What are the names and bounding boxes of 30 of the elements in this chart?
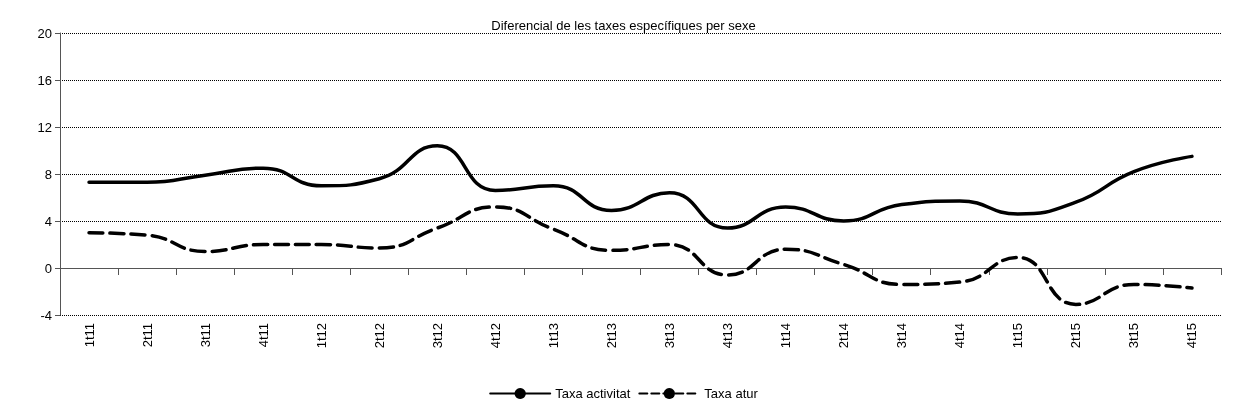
y-tick-label: -4 — [40, 307, 52, 323]
y-tick-label: 0 — [44, 260, 52, 276]
y-tick-label: 12 — [37, 119, 52, 135]
x-tick-label: 3t13 — [662, 323, 678, 349]
x-tick-label: 1t12 — [313, 323, 329, 349]
legend-label: Taxa activitat — [555, 386, 631, 401]
x-tick-label: 1t15 — [1010, 323, 1026, 349]
y-tick-label: 4 — [44, 213, 52, 229]
x-tick-label: 2t12 — [371, 323, 387, 349]
chart-title: Diferencial de les taxes específiques per sexe — [491, 18, 756, 33]
y-tick-label: 20 — [37, 25, 52, 41]
x-tick-label: 3t15 — [1126, 323, 1142, 349]
x-tick-label: 4t14 — [952, 323, 968, 349]
x-tick-label: 1t13 — [545, 323, 561, 349]
x-tick-label: 4t15 — [1184, 323, 1200, 349]
x-tick-label: 3t12 — [429, 323, 445, 349]
x-tick-label: 3t14 — [894, 323, 910, 349]
x-tick-label: 2t15 — [1068, 323, 1084, 349]
y-tick-label: 8 — [44, 166, 52, 182]
y-tick-label: 16 — [37, 72, 52, 88]
x-tick-label: 3t11 — [197, 323, 213, 348]
x-tick-label: 4t13 — [720, 323, 736, 349]
x-tick-label: 1t14 — [778, 323, 794, 349]
x-tick-label: 2t11 — [139, 323, 155, 348]
x-tick-label: 1t11 — [81, 323, 97, 348]
x-tick-label: 2t14 — [836, 323, 852, 349]
x-tick-label: 2t13 — [603, 323, 619, 349]
x-tick-label: 4t12 — [487, 323, 503, 349]
legend-label: Taxa atur — [704, 386, 759, 401]
x-tick-label: 4t11 — [255, 323, 271, 348]
